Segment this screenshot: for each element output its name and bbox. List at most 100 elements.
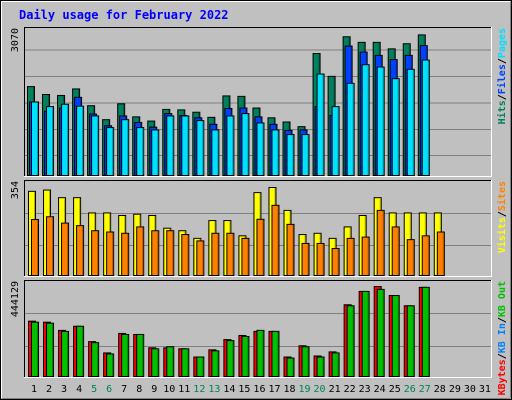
panel3-bar-kb-out [31, 321, 39, 377]
bar-body [76, 325, 85, 378]
panel1-legend-separator: / [497, 58, 508, 64]
bar-body [241, 237, 250, 277]
panel2-bar-sites [31, 219, 39, 276]
panel2-bar-sites [166, 230, 175, 276]
panel3-bar-kb-out [241, 336, 250, 377]
bar-body [151, 230, 160, 276]
bar-body [91, 115, 100, 176]
bar-body [166, 115, 175, 176]
panel1-bar-pages [196, 120, 205, 176]
panel2-bar-sites [301, 242, 310, 277]
panel1-bar-pages [226, 115, 235, 176]
panel1-bar-pages [31, 101, 39, 176]
panel1-bar-pages [391, 78, 400, 176]
panel3-bar-kb-out [106, 353, 115, 377]
panel1-legend-pages: Pages [497, 28, 508, 58]
day-label: 12 [193, 384, 205, 395]
bar-body [301, 346, 310, 377]
bar-body [271, 330, 280, 377]
panel1-bar-pages [211, 129, 220, 176]
day-label: 19 [299, 384, 311, 395]
bar-body [136, 333, 145, 377]
bar-body [196, 356, 205, 378]
panel2-bar-sites [271, 204, 280, 276]
panel3-bar-kb-out [46, 322, 55, 377]
panel1-bar-pages [241, 113, 250, 176]
bar-body [316, 356, 325, 378]
bar-body [376, 209, 385, 276]
panel3-bar-kb-out [361, 290, 370, 377]
panel1-bar-pages [121, 119, 130, 176]
panel2-bar-sites [406, 239, 415, 276]
panel3-bar-kb-out [91, 342, 100, 378]
bar-body [316, 242, 325, 277]
panel1-bar-pages [106, 127, 115, 176]
bar-body [181, 348, 190, 377]
bar-body [301, 134, 310, 176]
bar-body [271, 129, 280, 176]
panel1-legend: Hits/Files/Pages [496, 28, 508, 124]
bar-body [151, 348, 160, 377]
bar-body [376, 66, 385, 176]
panel2-bar-sites [346, 237, 355, 277]
panel1-max-label: 3070 [10, 28, 21, 52]
day-label: 30 [464, 384, 476, 395]
bar-body [151, 129, 160, 176]
panel1-bar-pages [271, 129, 280, 176]
day-label: 6 [106, 384, 112, 395]
panel3-legend-kb_out: KB Out [497, 281, 508, 317]
panel1-bar-pages [316, 73, 325, 176]
panel3-bar-kb-out [76, 325, 85, 378]
panel1-bar-pages [406, 68, 415, 176]
day-label: 9 [151, 384, 157, 395]
day-label: 10 [163, 384, 175, 395]
bar-body [256, 122, 265, 177]
panel1-legend-files: Files [496, 64, 508, 94]
bar-body [61, 330, 70, 377]
panel1-bar-pages [76, 105, 85, 176]
panel1-bar-pages [346, 82, 355, 176]
bar-body [406, 305, 415, 377]
day-label: 3 [61, 384, 67, 395]
bar-body [331, 352, 340, 377]
panel3-bar-kb-out [421, 286, 430, 377]
panel3-bar-kb-out [301, 346, 310, 377]
day-label: 7 [121, 384, 127, 395]
bar-body [421, 286, 430, 377]
panel1-bar-pages [286, 134, 295, 176]
panel1-bar-pages [181, 115, 190, 176]
day-label: 4 [76, 384, 82, 395]
bar-body [136, 127, 145, 176]
panel2-bar-sites [286, 223, 295, 277]
panel3-bar-kb-out [196, 356, 205, 378]
panel2-bar-sites [76, 225, 85, 276]
panel3-legend-kb_in: KB In [497, 323, 508, 353]
panel3-bar-kb-out [181, 348, 190, 377]
panel1-legend-hits: Hits [496, 100, 508, 124]
bar-body [211, 350, 220, 377]
day-label: 13 [208, 384, 220, 395]
day-axis-labels: 1 2 3 4 5 6 7 8 9 10 11 12 13 14 15 16 17 18 19 20 21 22 23 24 2… [31, 384, 491, 395]
day-label: 5 [91, 384, 97, 395]
panel2-bar-sites [436, 231, 445, 276]
chart-panels: 3070Hits/Files/Pages354Visits/Sites44412… [10, 27, 508, 395]
bar-body [46, 322, 55, 377]
bar-body [136, 226, 145, 276]
panel3-bar-kb-out [391, 295, 400, 378]
bar-body [121, 333, 130, 377]
bar-body [31, 101, 39, 176]
panel1-bar-pages [256, 122, 265, 177]
bar-body [61, 103, 70, 176]
panel2-group: 354 Visits/Sites [10, 180, 508, 277]
panel2-bar-sites [331, 248, 340, 277]
panel3-bar-kb-out [346, 305, 355, 377]
panel2-bar-sites [106, 231, 115, 276]
bar-body [376, 288, 385, 377]
bar-body [346, 305, 355, 377]
panel1-bar-pages [136, 127, 145, 176]
panel3-legend-separator: / [497, 317, 508, 323]
day-label: 2 [46, 384, 52, 395]
panel2-bar-sites [421, 235, 430, 277]
bar-body [181, 115, 190, 176]
